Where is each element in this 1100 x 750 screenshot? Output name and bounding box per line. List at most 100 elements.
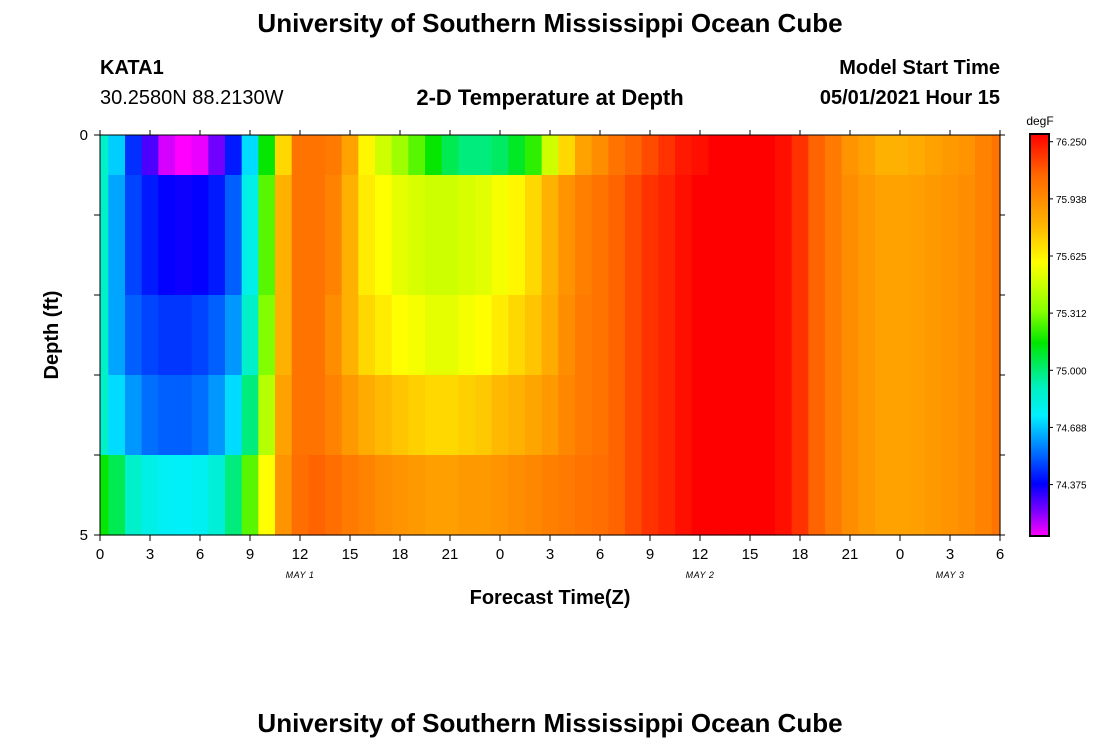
heatmap-cell: [241, 175, 259, 296]
x-tick-label: 21: [842, 546, 859, 563]
heatmap-cell: [658, 175, 676, 296]
heatmap-cell: [225, 175, 243, 296]
heatmap-cell: [658, 375, 676, 456]
heatmap-cell: [100, 135, 109, 176]
heatmap-cell: [358, 175, 376, 296]
heatmap-cell: [358, 455, 376, 536]
heatmap-cell: [225, 295, 243, 376]
heatmap-cell: [525, 295, 543, 376]
x-tick-label: 9: [646, 546, 654, 563]
heatmap-cell: [775, 375, 793, 456]
heatmap-cell: [641, 455, 659, 536]
heatmap-cell: [608, 375, 626, 456]
heatmap-cell: [275, 375, 293, 456]
heatmap-cell: [100, 375, 109, 456]
heatmap-cell: [541, 455, 559, 536]
x-date-label: MAY 2: [686, 570, 715, 580]
heatmap-cell: [908, 135, 926, 176]
heatmap-cell: [458, 295, 476, 376]
heatmap-cell: [425, 175, 443, 296]
heatmap-cell: [925, 375, 943, 456]
heatmap-cell: [458, 375, 476, 456]
colorbar-tick-label: 74.375: [1056, 481, 1087, 492]
heatmap-cell: [841, 175, 859, 296]
heatmap-cell: [625, 455, 643, 536]
heatmap-cell: [658, 455, 676, 536]
heatmap-cell: [308, 175, 326, 296]
x-tick-label: 6: [196, 546, 204, 563]
heatmap-cell: [741, 135, 759, 176]
x-axis-title: Forecast Time(Z): [470, 587, 631, 609]
heatmap-cell: [558, 375, 576, 456]
page-title: University of Southern Mississippi Ocean…: [257, 8, 843, 38]
heatmap-cell: [408, 455, 426, 536]
heatmap-cell: [158, 135, 176, 176]
footer-title: University of Southern Mississippi Ocean…: [257, 708, 843, 738]
heatmap-cell: [975, 135, 993, 176]
colorbar-tick-label: 76.250: [1056, 138, 1087, 149]
heatmap-cell: [958, 375, 976, 456]
heatmap-cell: [575, 455, 593, 536]
heatmap-cell: [508, 375, 526, 456]
heatmap-cell: [675, 135, 693, 176]
heatmap-cell: [891, 135, 909, 176]
heatmap-cell: [691, 135, 709, 176]
heatmap-cell: [975, 375, 993, 456]
heatmap-cell: [991, 175, 1001, 296]
heatmap-cell: [491, 295, 509, 376]
station-coordinates: 30.2580N 88.2130W: [100, 87, 284, 109]
heatmap-cell: [175, 375, 193, 456]
heatmap-cell: [391, 295, 409, 376]
heatmap-cell: [125, 295, 143, 376]
heatmap-cell: [100, 455, 109, 536]
heatmap-cell: [825, 175, 843, 296]
heatmap-cell: [741, 375, 759, 456]
heatmap-cell: [308, 455, 326, 536]
heatmap-cell: [758, 175, 776, 296]
heatmap-cell: [458, 175, 476, 296]
heatmap-cell: [158, 295, 176, 376]
heatmap-cell: [991, 455, 1001, 536]
heatmap-cell: [575, 375, 593, 456]
heatmap-cell: [258, 375, 276, 456]
heatmap-cell: [458, 455, 476, 536]
x-tick-label: 3: [546, 546, 554, 563]
heatmap-cell: [108, 295, 126, 376]
heatmap-cell: [525, 175, 543, 296]
heatmap-cell: [875, 295, 893, 376]
heatmap-cell: [258, 455, 276, 536]
heatmap-cell: [125, 375, 143, 456]
heatmap-cell: [291, 455, 309, 536]
heatmap-cell: [525, 455, 543, 536]
heatmap-cell: [258, 135, 276, 176]
heatmap-cell: [225, 455, 243, 536]
heatmap-cell: [558, 295, 576, 376]
heatmap-cell: [958, 135, 976, 176]
heatmap-cell: [908, 175, 926, 296]
heatmap-cell: [591, 375, 609, 456]
heatmap-cell: [741, 455, 759, 536]
heatmap-cell: [908, 375, 926, 456]
heatmap-cell: [825, 455, 843, 536]
heatmap-cell: [275, 455, 293, 536]
heatmap-cell: [958, 175, 976, 296]
heatmap-cell: [541, 295, 559, 376]
heatmap-cell: [791, 375, 809, 456]
heatmap-cell: [391, 455, 409, 536]
heatmap-cell: [525, 375, 543, 456]
heatmap-cell: [775, 135, 793, 176]
heatmap-cell: [808, 135, 826, 176]
heatmap-cell: [241, 375, 259, 456]
heatmap-cell: [425, 135, 443, 176]
heatmap-cell: [925, 295, 943, 376]
heatmap-cell: [758, 295, 776, 376]
heatmap-cell: [991, 375, 1001, 456]
heatmap-cell: [975, 175, 993, 296]
y-tick-label: 0: [80, 127, 88, 144]
heatmap-cell: [625, 375, 643, 456]
heatmap-cell: [441, 175, 459, 296]
heatmap-cell: [841, 135, 859, 176]
colorbar-tick-label: 75.938: [1056, 195, 1087, 206]
heatmap-cell: [191, 295, 209, 376]
heatmap-cell: [708, 375, 726, 456]
